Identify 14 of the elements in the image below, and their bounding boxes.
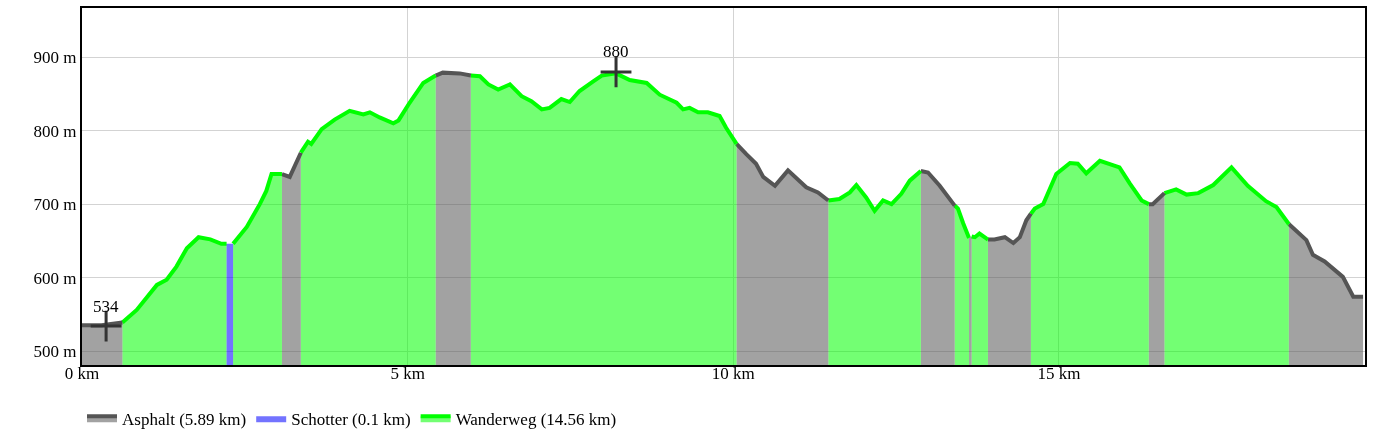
x-tick-label: 5 km	[390, 364, 425, 384]
y-tick-label: 900 m	[33, 48, 77, 68]
annotation: 534	[93, 297, 119, 316]
annotation: 880	[603, 42, 629, 61]
y-tick-label: 700 m	[33, 195, 77, 215]
y-tick-label: 500 m	[33, 341, 77, 361]
x-tick-label: 15 km	[1037, 364, 1081, 384]
y-tick-label: 600 m	[33, 268, 77, 288]
y-tick-label: 800 m	[33, 121, 77, 141]
x-tick-label: 10 km	[711, 364, 755, 384]
legend-label: Schotter (0.1 km)	[291, 409, 411, 429]
x-tick-label: 0 km	[64, 364, 100, 384]
legend-label: Wanderweg (14.56 km)	[455, 409, 617, 429]
legend-label: Asphalt (5.89 km)	[122, 409, 247, 429]
